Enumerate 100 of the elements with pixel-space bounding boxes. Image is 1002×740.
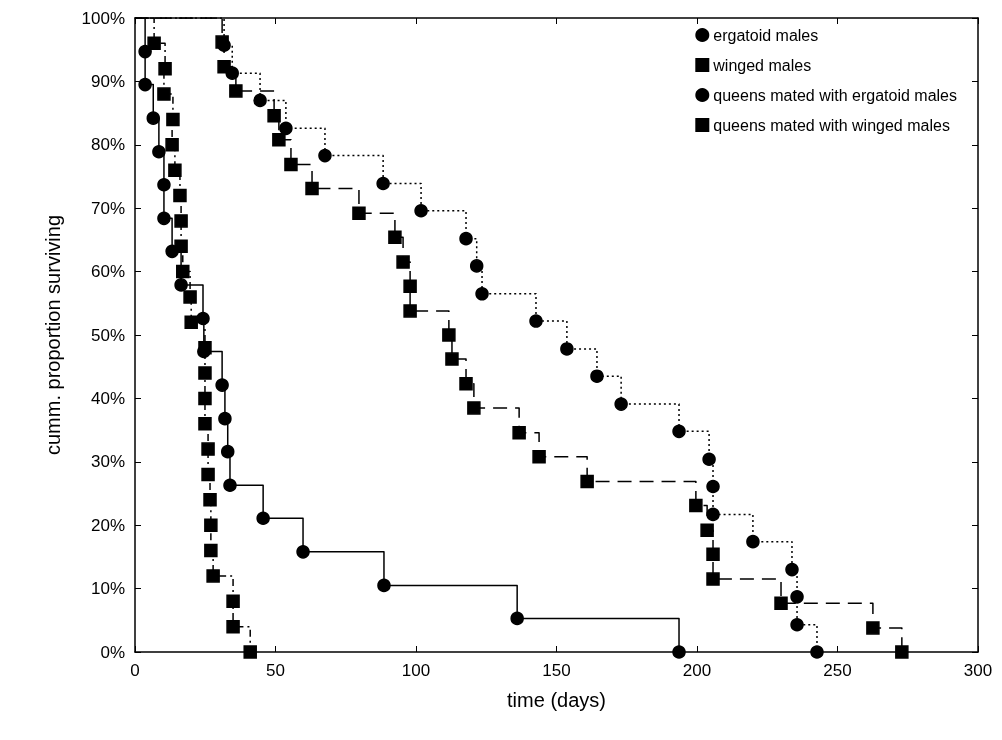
point	[220, 444, 235, 459]
point	[445, 352, 459, 366]
point	[376, 176, 390, 191]
point	[467, 401, 481, 415]
point	[706, 547, 720, 562]
x-tick-label: 150	[542, 661, 571, 680]
point	[146, 111, 161, 125]
point	[403, 304, 417, 318]
y-tick-label: 0%	[100, 642, 125, 662]
point	[174, 239, 188, 253]
x-tick-label: 300	[963, 661, 993, 680]
point	[895, 645, 909, 659]
point	[279, 121, 293, 136]
point	[352, 206, 366, 221]
y-tick-label: 30%	[90, 452, 125, 472]
point	[296, 545, 310, 559]
point	[201, 442, 215, 456]
y-tick-label: 70%	[90, 198, 125, 218]
point	[174, 214, 188, 228]
point	[785, 562, 799, 577]
point	[396, 255, 410, 269]
point	[223, 478, 237, 492]
point	[243, 645, 257, 659]
y-tick-label: 100%	[81, 8, 125, 28]
point	[529, 314, 543, 328]
point	[204, 518, 218, 532]
point	[706, 479, 720, 494]
point	[689, 498, 703, 513]
point	[459, 377, 473, 391]
point	[184, 315, 198, 330]
point	[196, 311, 210, 326]
point	[672, 424, 686, 439]
point	[267, 108, 281, 123]
legend-label: winged males	[712, 56, 812, 74]
point	[138, 77, 152, 92]
point	[204, 543, 218, 558]
point	[198, 366, 212, 380]
y-tick-label: 80%	[90, 135, 125, 155]
point	[183, 290, 197, 304]
point	[215, 378, 229, 392]
point	[706, 572, 720, 586]
point	[475, 287, 489, 301]
point	[774, 596, 788, 610]
point	[700, 523, 714, 538]
point	[532, 449, 546, 464]
point	[203, 493, 217, 507]
y-tick-label: 20%	[90, 515, 125, 535]
point	[790, 617, 804, 632]
point	[706, 507, 720, 522]
point	[138, 44, 152, 59]
y-tick-label: 10%	[90, 579, 125, 599]
point	[253, 93, 267, 108]
point	[198, 340, 212, 355]
point	[414, 203, 428, 218]
point	[388, 230, 402, 245]
point	[158, 61, 172, 76]
point	[512, 425, 526, 440]
y-axis-title: cumm. proportion surviving	[42, 214, 64, 456]
point	[590, 369, 604, 383]
point	[272, 132, 286, 147]
point	[147, 36, 161, 51]
point	[614, 397, 628, 411]
point	[166, 112, 180, 127]
x-tick-label: 100	[401, 661, 431, 680]
point	[206, 569, 220, 583]
point	[218, 411, 232, 426]
point	[377, 578, 391, 593]
y-tick-label: 90%	[90, 71, 125, 91]
point	[746, 534, 760, 549]
point	[152, 145, 166, 159]
x-tick-label: 250	[823, 661, 852, 680]
point	[198, 391, 212, 406]
point	[201, 467, 215, 482]
point	[672, 645, 686, 659]
point	[198, 417, 212, 431]
y-tick-label: 60%	[90, 262, 125, 282]
point	[217, 60, 231, 74]
point	[284, 157, 298, 172]
point	[256, 511, 270, 525]
point	[560, 342, 574, 356]
x-axis-title: time (days)	[507, 689, 606, 711]
point	[469, 259, 484, 273]
point	[173, 188, 187, 203]
point	[305, 181, 319, 196]
legend-label: queens mated with winged males	[713, 116, 950, 134]
legend-label: ergatoid males	[713, 26, 819, 44]
point	[157, 87, 171, 101]
point	[165, 138, 179, 152]
point	[810, 645, 824, 659]
x-tick-label: 0	[130, 661, 140, 680]
point	[157, 177, 171, 192]
point	[229, 84, 243, 98]
x-tick-label: 50	[266, 661, 285, 680]
point	[174, 278, 188, 292]
point	[226, 594, 240, 609]
point	[318, 148, 332, 163]
point	[176, 264, 190, 279]
y-tick-label: 50%	[90, 325, 125, 345]
legend-label: queens mated with ergatoid males	[713, 86, 958, 104]
point	[790, 590, 804, 604]
